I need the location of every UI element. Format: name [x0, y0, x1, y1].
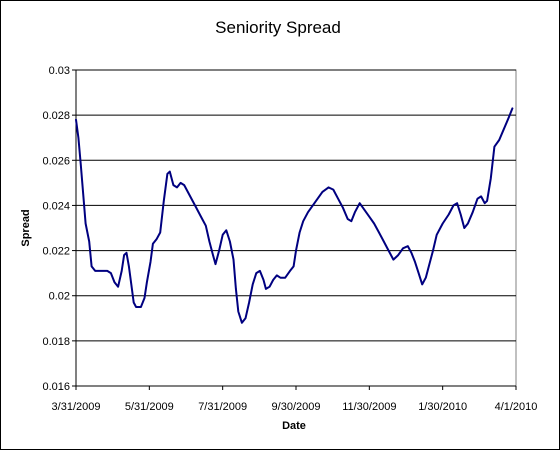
y-axis-ticks: 0.016 0.018 0.02 0.022 0.024 0.026 0.028 0.03 [42, 65, 76, 393]
y-tick-label: 0.028 [42, 110, 70, 122]
y-tick-label: 0.022 [42, 246, 70, 258]
x-tick-label: 9/30/2009 [272, 401, 321, 413]
y-axis-label: Spread [20, 209, 32, 246]
x-axis-ticks: 3/31/2009 5/31/2009 7/31/2009 9/30/2009 11/3… [52, 386, 538, 413]
y-tick-label: 0.026 [42, 155, 70, 167]
y-tick-label: 0.018 [42, 336, 70, 348]
x-tick-label: 1/30/2010 [418, 401, 467, 413]
y-tick-label: 0.02 [49, 291, 70, 303]
series-line [75, 107, 514, 324]
x-axis-label: Date [282, 420, 306, 432]
y-tick-label: 0.024 [42, 200, 70, 212]
series-layer [75, 107, 514, 324]
plot-area [75, 69, 517, 387]
chart-title: Seniority Spread [215, 18, 341, 37]
x-tick-label: 11/30/2009 [342, 401, 396, 413]
y-tick-label: 0.016 [42, 381, 70, 393]
y-tick-label: 0.03 [49, 65, 70, 77]
x-tick-label: 5/31/2009 [125, 401, 174, 413]
x-tick-label: 4/1/2010 [495, 401, 538, 413]
x-tick-label: 3/31/2009 [52, 401, 101, 413]
x-tick-label: 7/31/2009 [198, 401, 247, 413]
gridlines [76, 69, 516, 342]
